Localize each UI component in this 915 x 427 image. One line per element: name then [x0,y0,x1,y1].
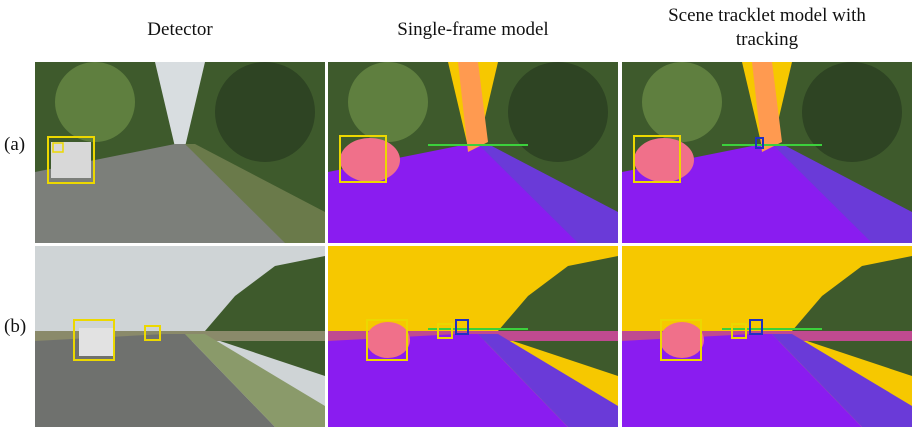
column-header: Scene tracklet model with tracking [668,5,866,50]
image-panel [622,62,912,243]
image-panel [328,246,618,427]
car [660,322,704,358]
road [35,144,295,243]
sky [155,62,205,147]
image-panel [328,62,618,243]
car [51,142,91,178]
trees [792,256,912,376]
car [79,328,115,356]
row-label: (b) [4,316,27,337]
road [35,334,275,427]
image-panel [35,246,325,427]
car [366,322,410,358]
column-header: Single-frame model [397,19,549,40]
column-header: Detector [147,19,213,40]
row-label: (a) [4,134,26,155]
car [340,138,400,182]
car [634,138,694,182]
trees [205,256,325,376]
image-panel [35,62,325,243]
image-panel [622,246,912,427]
trees [498,256,618,376]
